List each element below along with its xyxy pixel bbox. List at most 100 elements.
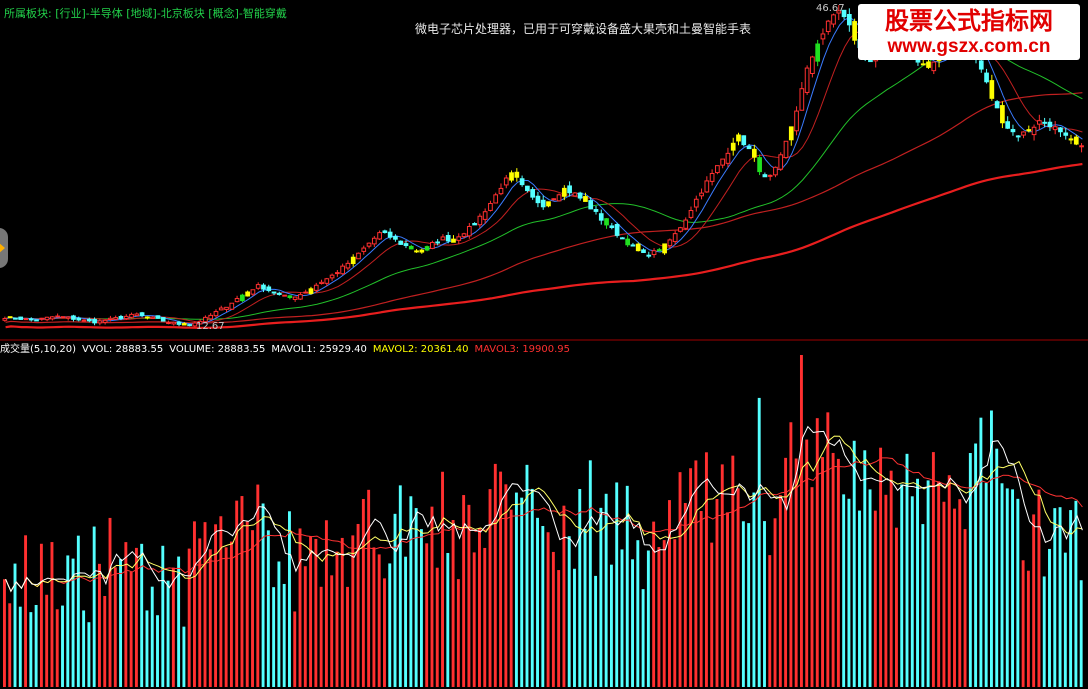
candle-body <box>931 61 937 72</box>
candle-body <box>118 315 124 319</box>
ma-green-line <box>5 43 1083 320</box>
volume-bar <box>726 512 729 687</box>
volume-bar <box>620 549 624 687</box>
candle-body <box>229 302 235 310</box>
volume-bar <box>551 551 555 687</box>
mavol1-value: MAVOL1: 25929.40 <box>271 344 367 355</box>
candle-body <box>783 140 789 159</box>
candle-body <box>382 230 388 234</box>
candle-body <box>926 61 931 68</box>
volume-bar <box>103 596 107 687</box>
volume-bar <box>171 567 175 687</box>
candle-body <box>778 154 784 170</box>
volume-bar <box>203 522 207 687</box>
volume-bar <box>609 564 613 687</box>
volume-bar <box>140 543 144 687</box>
volume-bar <box>177 556 181 687</box>
volume-bar <box>13 563 17 687</box>
candle-body <box>371 237 377 245</box>
candle-body <box>762 174 768 178</box>
candle-body <box>704 180 710 193</box>
candle-body <box>514 171 520 178</box>
volume-bar <box>641 589 645 687</box>
candle-body <box>139 312 145 317</box>
volume-bar <box>50 542 54 687</box>
volume-bar <box>631 559 634 687</box>
volume-bar <box>1021 560 1025 687</box>
volume-bar <box>678 472 682 687</box>
volume-bar <box>557 570 561 687</box>
candle-body <box>398 240 404 245</box>
candle-body <box>620 237 625 240</box>
volume-bar <box>198 538 202 687</box>
candle-body <box>751 148 757 158</box>
candle-body <box>598 213 604 221</box>
mavol2-value: MAVOL2: 20361.40 <box>372 344 469 355</box>
candle-body <box>604 218 609 226</box>
candle-body <box>60 316 66 319</box>
volume-bar <box>599 507 603 687</box>
volume-bar <box>430 506 434 687</box>
volume-bar <box>778 495 782 687</box>
volume-bar <box>710 542 714 687</box>
candle-body <box>978 60 984 70</box>
volume-bar <box>514 492 518 687</box>
volume-bar <box>931 452 935 687</box>
volume-bar <box>937 481 941 687</box>
candle-body <box>39 317 45 320</box>
candle-body <box>324 278 330 284</box>
volume-bar <box>451 520 455 687</box>
mavol3-line <box>5 457 1083 593</box>
candle-body <box>408 245 414 250</box>
panel-expand-handle[interactable] <box>0 228 8 268</box>
candle-body <box>1031 126 1037 136</box>
volume-bar <box>346 586 349 687</box>
candle-body <box>672 233 678 243</box>
volume-bar <box>34 604 38 687</box>
candle-body <box>757 157 762 173</box>
candle-body <box>171 321 177 325</box>
volume-bar <box>219 516 223 687</box>
volume-bar <box>942 501 946 687</box>
candle-body <box>1036 120 1042 125</box>
volume-bar <box>836 458 840 687</box>
volume-bar <box>921 524 925 687</box>
mavol3-value: MAVOL3: 19900.95 <box>474 344 571 355</box>
candle-body <box>292 296 298 300</box>
candle-body <box>187 324 192 327</box>
candle-body <box>150 316 155 320</box>
volume-bar <box>768 555 772 687</box>
candle-body <box>123 315 129 320</box>
volume-bar <box>763 521 766 687</box>
candle-body <box>350 256 356 265</box>
volume-bar <box>251 530 254 687</box>
candle-body <box>525 185 530 192</box>
volume-bar <box>588 460 592 687</box>
candle-body <box>282 294 287 297</box>
candle-body <box>92 318 97 324</box>
candle-body <box>577 192 583 199</box>
volume-bar <box>1032 514 1036 687</box>
candle-body <box>23 318 29 321</box>
volume-bar <box>504 484 508 687</box>
volume-bar <box>968 453 972 687</box>
volume-bar <box>298 528 302 687</box>
volume-bar <box>562 505 566 687</box>
candle-body <box>567 185 572 194</box>
volume-bar <box>520 497 524 687</box>
volume-bar <box>889 470 893 687</box>
candle-body <box>1015 135 1021 138</box>
candle-body <box>519 178 525 186</box>
candle-body <box>920 63 926 66</box>
candle-body <box>340 265 345 275</box>
volume-bar <box>847 498 851 687</box>
volume-bar <box>673 539 677 687</box>
volume-bar <box>425 543 429 687</box>
candle-body <box>424 246 430 251</box>
volume-bar <box>995 448 999 687</box>
watermark-title: 股票公式指标网 <box>885 7 1053 35</box>
candle-body <box>651 250 657 256</box>
candle-body <box>308 288 314 294</box>
candle-body <box>678 227 683 232</box>
volume-bar <box>604 493 608 687</box>
